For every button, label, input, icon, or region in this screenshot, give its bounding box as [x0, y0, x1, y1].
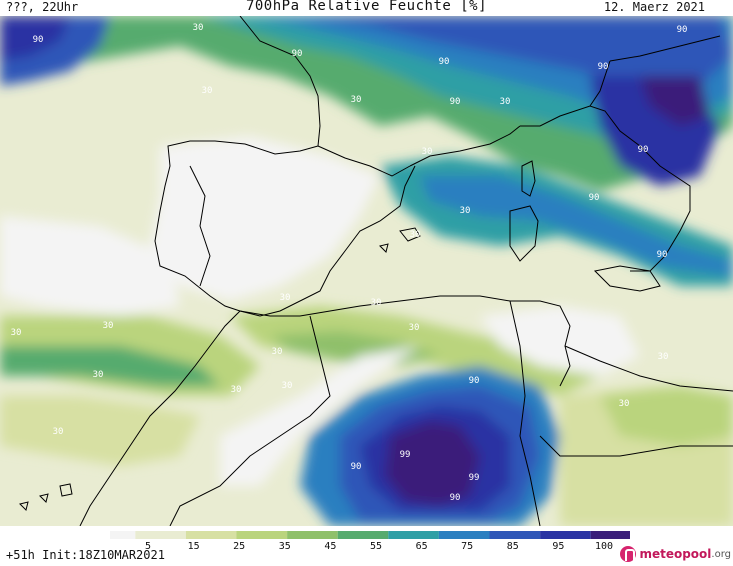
contour-label: 90	[291, 49, 303, 59]
legend-tick-label: 65	[415, 541, 428, 552]
legend-swatch	[135, 531, 186, 539]
contour-label: 99	[468, 473, 480, 483]
contour-label: 30	[618, 399, 630, 409]
legend-tick-label: 85	[506, 541, 519, 552]
legend-tick-label: 100	[594, 541, 614, 552]
legend-arrow-icon	[616, 531, 630, 539]
contour-label: 90	[32, 35, 44, 45]
legend-tick-label: 25	[233, 541, 246, 552]
contour-label: 99	[399, 450, 411, 460]
contour-label: 30	[279, 293, 291, 303]
contour-label: 30	[281, 381, 293, 391]
map-title: 700hPa Relative Feuchte [%]	[245, 0, 488, 14]
legend-swatch	[185, 531, 237, 539]
contour-label: 30	[102, 321, 114, 331]
legend-swatch	[287, 531, 338, 539]
map-header: ???, 22Uhr 700hPa Relative Feuchte [%] 1…	[0, 0, 733, 16]
contour-label: 90	[468, 376, 480, 386]
contour-label: 30	[201, 86, 213, 96]
contour-label: 30	[499, 97, 511, 107]
legend-tick-label: 35	[278, 541, 291, 552]
contour-label: 90	[597, 62, 609, 72]
contour-label: 30	[350, 95, 362, 105]
humidity-legend-bar	[110, 531, 630, 539]
legend-tick-label: 5	[144, 541, 152, 552]
contour-label: 30	[92, 370, 104, 380]
legend-tick-label: 55	[369, 541, 383, 552]
contour-label: 90	[588, 193, 600, 203]
meteopool-icon	[620, 546, 637, 562]
valid-time: ???, 22Uhr	[6, 0, 79, 14]
contour-label: 30	[421, 147, 433, 157]
legend-swatch	[438, 531, 490, 539]
legend-tick-label: 45	[324, 541, 337, 552]
contour-label: 30	[657, 352, 669, 362]
contour-label: 90	[656, 250, 668, 260]
legend-tick-labels: 5 15 25 35 45 55 65 75 85 95 100	[0, 541, 733, 553]
legend-swatch	[388, 531, 439, 539]
legend-swatch	[540, 531, 591, 539]
contour-label: 30	[192, 23, 204, 33]
legend-swatch	[489, 531, 541, 539]
coastlines	[19, 16, 733, 526]
legend-tick-label: 95	[552, 541, 565, 552]
legend-tick-label: 75	[461, 541, 474, 552]
contour-label: 90	[350, 462, 362, 472]
contour-label: 30	[10, 328, 22, 338]
meteopool-logo[interactable]: meteopool .org	[620, 544, 731, 564]
legend-tick-label: 15	[187, 541, 200, 552]
legend-swatch	[236, 531, 288, 539]
contour-label: 90	[449, 493, 461, 503]
contour-label: 90	[637, 145, 649, 155]
humidity-field	[0, 16, 733, 526]
humidity-map: 90 30 90 30 30 90 90 30 90 90 90 30 90 30 30 90 30 30 30 30…	[0, 16, 733, 526]
contour-label: 30	[408, 323, 420, 333]
contour-label: 30	[409, 230, 421, 240]
legend-swatch	[110, 531, 136, 539]
contour-label: 30	[459, 206, 471, 216]
brand-name: meteopool	[639, 547, 712, 561]
valid-date: 12. Maerz 2021	[603, 0, 705, 14]
brand-suffix: .org	[711, 548, 731, 560]
contour-label: 30	[52, 427, 64, 437]
contour-label: 30	[230, 385, 242, 395]
humidity-shading	[0, 16, 733, 526]
legend-swatch	[337, 531, 389, 539]
contour-label: 90	[449, 97, 461, 107]
init-time: +51h Init:18Z10MAR2021	[6, 548, 165, 562]
contour-label: 90	[438, 57, 450, 67]
contour-label: 30	[271, 347, 283, 357]
contour-label: 30	[370, 298, 382, 308]
contour-label: 90	[676, 25, 688, 35]
legend-swatch	[590, 531, 630, 539]
